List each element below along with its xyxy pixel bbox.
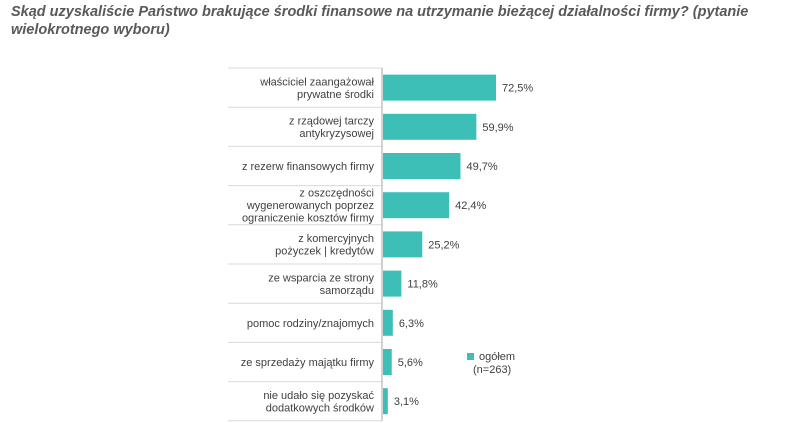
category-label: z rezerw finansowych firmy: [242, 161, 375, 173]
category-label: właściciel zaangażował: [259, 76, 374, 88]
bar: [383, 231, 423, 258]
bar: [383, 192, 450, 219]
data-label: 6,3%: [399, 318, 424, 330]
category-label: prywatne środki: [297, 89, 374, 101]
bar: [383, 153, 461, 179]
category-label: pomoc rodziny/znajomych: [247, 318, 374, 330]
category-label: samorządu: [320, 285, 374, 297]
category-label: dodatkowych środków: [266, 402, 374, 414]
data-label: 5,6%: [398, 357, 423, 369]
chart-title: Skąd uzyskaliście Państwo brakujące środ…: [11, 4, 749, 38]
category-label: z rządowej tarczy: [289, 116, 374, 128]
data-label: 11,8%: [407, 279, 438, 291]
data-label: 42,4%: [455, 200, 486, 212]
category-label: z komercyjnych: [298, 233, 374, 245]
category-label: nie udało się pozyskać: [263, 390, 374, 402]
data-label: 3,1%: [394, 396, 419, 408]
category-label: ze sprzedaży majątku firmy: [241, 357, 375, 369]
data-label: 59,9%: [482, 122, 513, 134]
category-label: antykryzysowej: [299, 128, 374, 140]
category-label: z oszczędności: [299, 188, 374, 200]
data-label: 72,5%: [502, 83, 533, 95]
legend-sample-size: (n=263): [473, 364, 511, 376]
data-label: 25,2%: [428, 239, 459, 251]
category-label: ze wsparcia ze strony: [268, 272, 374, 284]
category-label: wygenerowanych poprzez: [246, 200, 374, 212]
bar: [383, 74, 496, 101]
data-label: 49,7%: [466, 161, 497, 173]
bar: [383, 113, 477, 140]
legend-swatch: [467, 353, 474, 360]
bar: [383, 270, 402, 297]
bar: [383, 388, 388, 415]
bar: [383, 349, 392, 375]
bar: [383, 309, 393, 336]
legend-label: ogółem: [479, 351, 515, 363]
category-label: ograniczenie kosztów firmy: [242, 213, 375, 225]
category-label: pożyczek | kredytów: [275, 246, 374, 258]
